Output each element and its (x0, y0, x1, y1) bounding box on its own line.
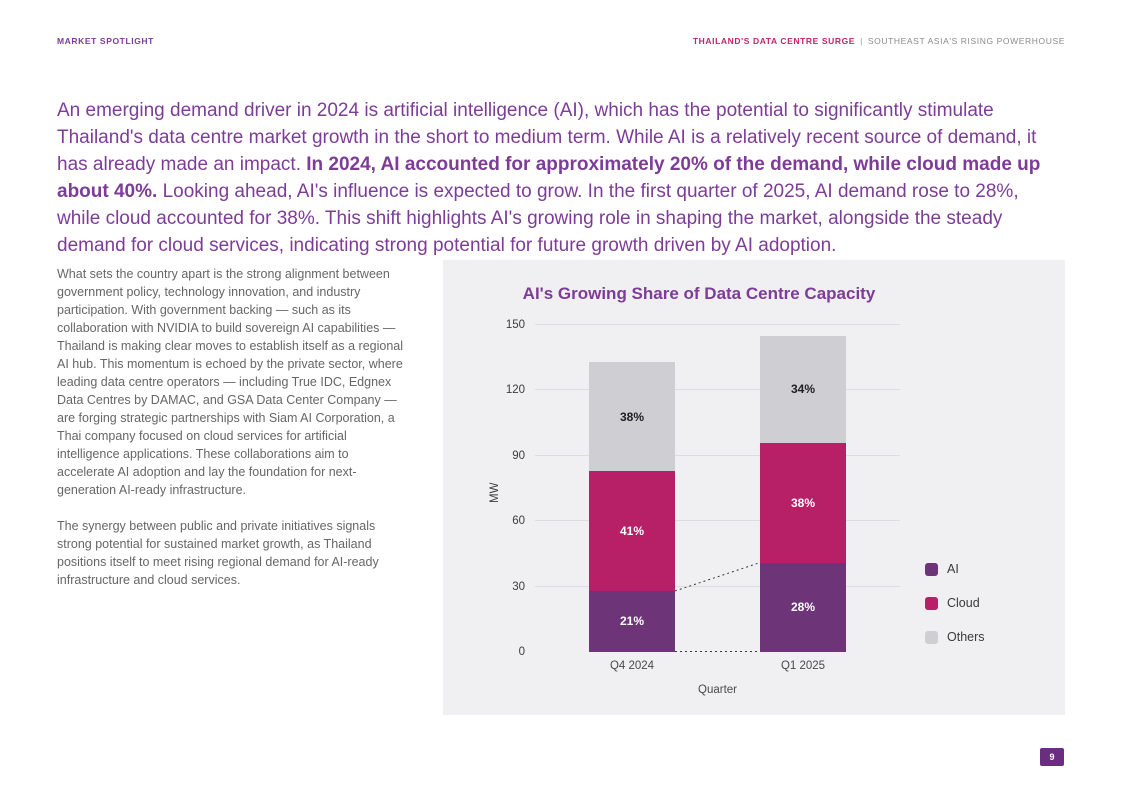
y-axis-tick-label: 0 (518, 646, 525, 658)
legend-label: Others (947, 630, 985, 644)
header-section-label: MARKET SPOTLIGHT (57, 36, 154, 46)
gridline (535, 324, 900, 325)
header-title-secondary: SOUTHEAST ASIA'S RISING POWERHOUSE (867, 36, 1065, 46)
page-number-badge: 9 (1040, 748, 1064, 766)
y-axis-ticks: 0 30 60 90 120 150 (477, 319, 525, 658)
legend-item-ai: AI (925, 562, 985, 576)
legend-swatch (925, 562, 938, 576)
legend-swatch (925, 630, 938, 644)
legend-label: Cloud (947, 596, 980, 610)
y-axis-tick-label: 60 (512, 515, 525, 528)
bar-segment-others: 38% (589, 362, 675, 472)
y-axis-tick-label: 150 (505, 319, 525, 331)
chart-legend: AI Cloud Others (925, 562, 985, 644)
y-axis-tick-label: 30 (512, 580, 525, 593)
intro-text-part1: An emerging demand driver in 2024 is art… (57, 100, 1037, 175)
x-axis-title: Quarter (698, 684, 737, 696)
stacked-bar-q4-2024: 38% 41% 21% (589, 362, 675, 652)
chart-title: AI's Growing Share of Data Centre Capaci… (522, 284, 876, 303)
x-axis-tick-label: Q1 2025 (780, 660, 826, 672)
bar-segment-cloud: 38% (760, 442, 846, 563)
header-report-title: THAILAND'S DATA CENTRE SURGE | SOUTHEAST A… (693, 36, 1065, 46)
intro-text-bold: In 2024, AI accounted for approximately … (57, 154, 1041, 202)
bar-segment-cloud: 41% (589, 471, 675, 591)
intro-paragraph: An emerging demand driver in 2024 is art… (57, 97, 1065, 259)
body-text-column: What sets the country apart is the stron… (57, 265, 403, 607)
plot-area: Q4 2024 Q1 2025 38% 41% 21% 34% 38% 28% (535, 324, 900, 672)
x-axis-tick-label: Q4 2024 (609, 660, 655, 672)
legend-label: AI (947, 562, 959, 576)
gridline (535, 454, 900, 456)
header-title-separator: | (860, 36, 863, 46)
bars-group: 38% 41% 21% 34% 38% 28% (535, 325, 900, 652)
chart-panel: AI's Growing Share of Data Centre Capaci… (443, 260, 1065, 715)
legend-item-others: Others (925, 630, 985, 644)
legend-item-cloud: Cloud (925, 596, 985, 610)
bar-segment-ai: 21% (589, 590, 675, 652)
legend-swatch (925, 596, 938, 610)
stacked-bar-q1-2025: 34% 38% 28% (760, 335, 846, 652)
gridline (535, 520, 900, 522)
intro-text-part3: Looking ahead, AI's influence is expecte… (57, 181, 1019, 256)
bar-segment-ai: 28% (760, 562, 846, 652)
page-header: MARKET SPOTLIGHT THAILAND'S DATA CENTRE … (57, 36, 1065, 46)
body-paragraph-1: What sets the country apart is the stron… (57, 267, 404, 497)
y-axis-tick-label: 120 (505, 384, 525, 397)
gridline (535, 389, 900, 391)
bar-segment-others: 34% (760, 335, 846, 443)
y-axis-tick-label: 90 (512, 449, 525, 462)
header-title-primary: THAILAND'S DATA CENTRE SURGE (692, 36, 856, 46)
body-paragraph-2: The synergy between public and private i… (57, 519, 379, 587)
